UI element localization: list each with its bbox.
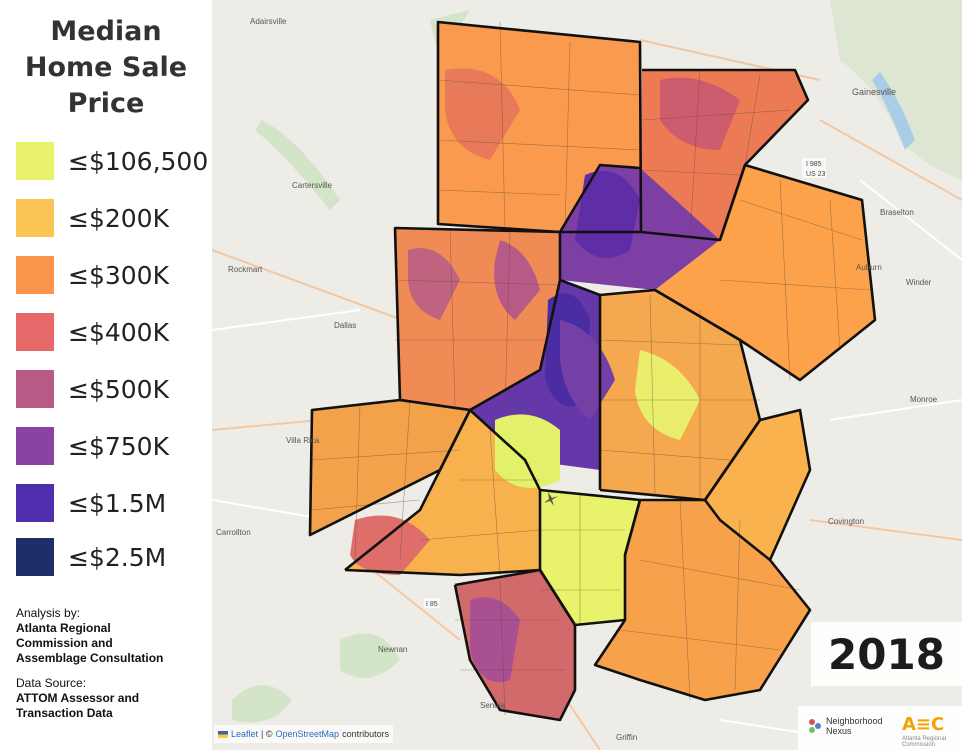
legend-swatch [16,313,54,351]
arc-logo-subtitle: Atlanta Regional Commission [902,736,947,748]
source-line: ATTOM Assessor and [16,691,140,705]
legend-label: ≤$500K [68,374,169,404]
road-label: I 85 [426,601,438,608]
place-label: Griffin [616,733,637,742]
place-label: Winder [906,278,932,287]
legend-label: ≤$2.5M [68,542,167,572]
place-label: Senoia [480,701,505,710]
neighborhood-nexus-logo: Neighborhood Nexus [808,716,883,736]
place-label: Braselton [880,208,914,217]
place-label: Gainesville [852,87,896,97]
ukraine-flag-icon [218,730,228,738]
attribution-contributors: contributors [342,729,390,739]
legend-swatch [16,484,54,522]
legend-swatch [16,370,54,408]
year-badge: 2018 [811,622,962,686]
legend-swatch [16,538,54,576]
region-rockdale [705,410,810,560]
place-labels: Adairsville Cartersville Gainesville Bra… [216,17,938,742]
legend-title-line: Median [50,16,162,47]
legend-swatch [16,142,54,180]
legend-item: ≤$750K [16,426,169,466]
analysis-org-line: Commission and [16,636,113,650]
map-attribution: Leaflet | © OpenStreetMap contributors [214,725,394,743]
leaflet-link[interactable]: Leaflet [231,729,259,739]
legend-panel: Median Home Sale Price ≤$106,500 ≤$200K … [0,0,212,750]
legend-item: ≤$500K [16,369,169,409]
tract-boundaries [311,21,871,716]
county-borders [308,20,877,722]
source-heading: Data Source: [16,676,87,690]
legend-item: ≤$200K [16,198,169,238]
legend-swatch [16,199,54,237]
place-label: Villa Rica [286,436,320,445]
legend-title-line: Price [67,88,145,119]
place-label: Newnan [378,645,407,654]
legend-label: ≤$200K [68,203,169,233]
legend-label: ≤$1.5M [68,488,167,518]
legend-item: ≤$400K [16,312,169,352]
osm-link[interactable]: OpenStreetMap [275,729,340,739]
place-label: Adairsville [250,17,287,26]
place-label: Auburn [856,263,882,272]
legend-item: ≤$1.5M [16,483,166,523]
choropleth-map[interactable]: Adairsville Cartersville Gainesville Bra… [212,0,962,750]
source-line: Transaction Data [16,706,113,720]
road-labels: I 985 US 23 I 85 [424,158,826,608]
analysis-org-line: Atlanta Regional [16,621,111,635]
legend-title-line: Home Sale [24,52,188,83]
legend-title: Median Home Sale Price [0,14,212,122]
region-douglas [310,400,470,535]
place-label: Dallas [334,321,356,330]
road-label: I 985 [806,161,822,168]
attribution-separator: | © [261,729,273,739]
map-canvas[interactable]: Adairsville Cartersville Gainesville Bra… [212,0,962,750]
place-label: Cartersville [292,181,333,190]
region-gwinnett [655,165,875,380]
place-label: Covington [828,517,864,526]
analysis-org-line: Assemblage Consultation [16,651,164,665]
place-label: Rockmart [228,265,263,274]
legend-swatch [16,427,54,465]
legend-item: ≤$2.5M [16,537,166,577]
nn-logo-line: Nexus [826,726,852,736]
legend-label: ≤$106,500 [68,146,209,176]
airport-icon [544,492,558,506]
place-label: Monroe [910,395,938,404]
legend-label: ≤$300K [68,260,169,290]
legend-label: ≤$750K [68,431,169,461]
arc-logo: A≡C [902,714,945,735]
road-label: US 23 [806,171,826,178]
legend-swatch [16,256,54,294]
legend-item: ≤$106,500 [16,141,208,181]
credits: Analysis by: Atlanta Regional Commission… [16,606,211,721]
nn-logo-line: Neighborhood [826,716,883,726]
legend-item: ≤$300K [16,255,169,295]
logo-area: Neighborhood Nexus A≡C Atlanta Regional … [798,706,962,750]
nexus-mark-icon [809,719,821,733]
legend-label: ≤$400K [68,317,169,347]
place-label: Carrollton [216,528,251,537]
price-hotspots [350,68,740,682]
analysis-heading: Analysis by: [16,606,81,620]
